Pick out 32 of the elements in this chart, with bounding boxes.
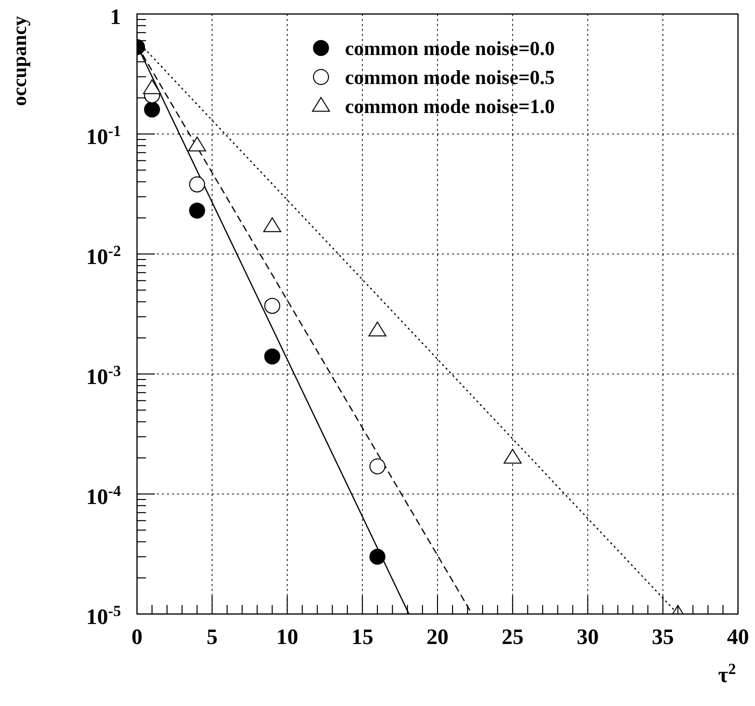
legend-label: common mode noise=1.0 xyxy=(345,96,555,118)
point xyxy=(189,176,206,192)
y-tick-label: 10$^{-4}$ xyxy=(86,482,122,509)
y-axis-title: occupancy xyxy=(9,16,31,106)
x-tick-label: 10 xyxy=(276,624,298,649)
point xyxy=(369,548,386,565)
point xyxy=(264,298,280,314)
x-tick-label: 0 xyxy=(132,624,142,649)
x-axis-title: τ$^{2}$ xyxy=(718,660,736,687)
x-tick-label: 40 xyxy=(727,624,749,649)
point xyxy=(263,217,282,232)
point xyxy=(188,136,206,152)
legend-label: common mode noise=0.0 xyxy=(345,38,555,60)
point xyxy=(369,458,386,474)
legend-label: common mode noise=0.5 xyxy=(345,67,555,89)
point xyxy=(504,448,522,464)
y-tick-label: 10$^{-1}$ xyxy=(86,122,121,149)
x-tick-label: 5 xyxy=(206,624,218,649)
y-tick-label: 1 xyxy=(110,4,121,29)
x-tick-label: 20 xyxy=(426,624,448,649)
point xyxy=(368,322,386,336)
point xyxy=(264,348,280,364)
y-tick-label: 10$^{-2}$ xyxy=(86,242,122,269)
y-tick-label: 10$^{-5}$ xyxy=(86,602,122,629)
point xyxy=(144,102,160,118)
x-tick-label: 25 xyxy=(502,624,524,649)
point xyxy=(143,79,162,94)
x-tick-label: 30 xyxy=(576,624,599,649)
point xyxy=(189,202,206,219)
x-tick-label: 15 xyxy=(351,624,374,649)
y-tick-label: 10$^{-3}$ xyxy=(86,362,122,389)
x-tick-label: 35 xyxy=(652,624,674,649)
